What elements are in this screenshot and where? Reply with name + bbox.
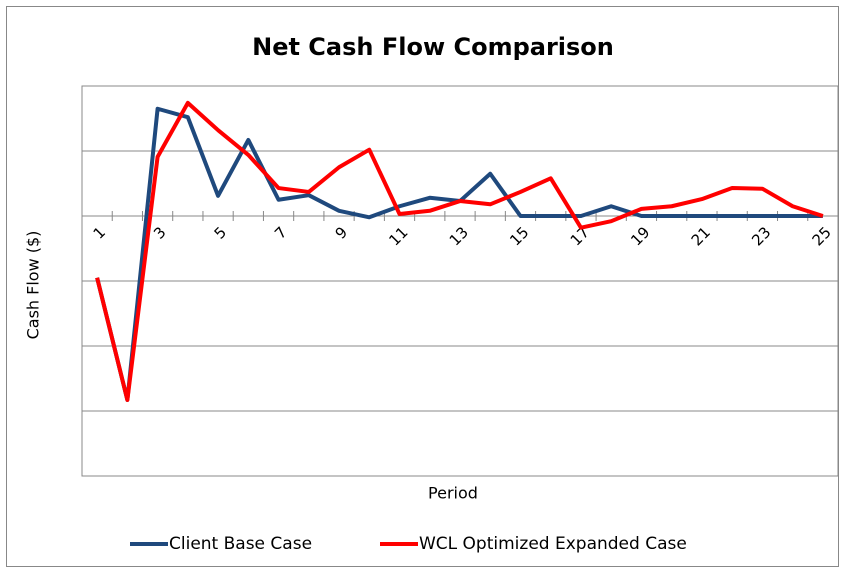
chart-title: Net Cash Flow Comparison — [252, 33, 614, 61]
series-line — [95, 100, 824, 402]
legend-label: Client Base Case — [169, 534, 312, 554]
x-axis-title: Period — [428, 484, 478, 503]
chart-border — [6, 6, 839, 567]
legend-label: WCL Optimized Expanded Case — [419, 534, 687, 554]
y-axis-title: Cash Flow ($) — [24, 231, 43, 340]
